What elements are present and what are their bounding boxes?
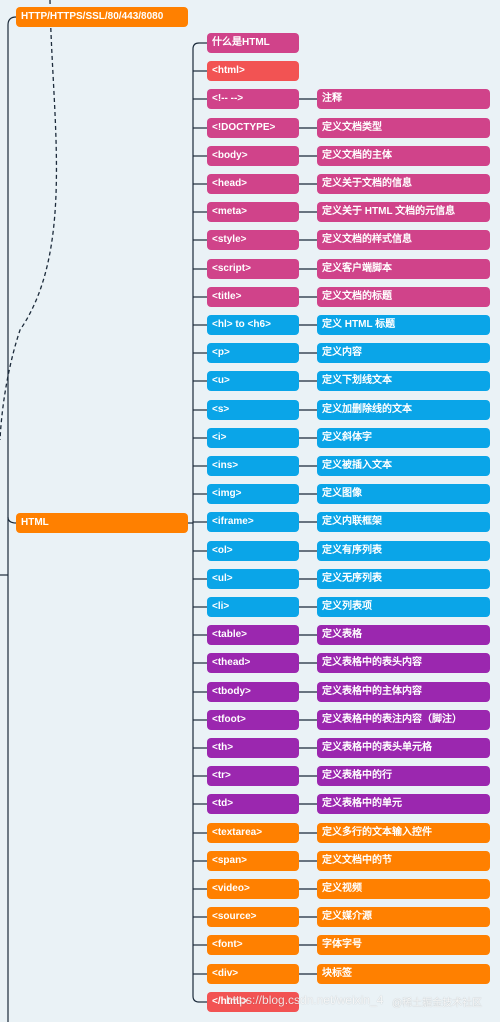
tag-node[interactable]: <img>	[207, 484, 299, 504]
desc-node[interactable]: 定义斜体字	[317, 428, 490, 448]
desc-node[interactable]: 定义图像	[317, 484, 490, 504]
trunk-bottom-curve	[192, 995, 200, 1003]
tag-node[interactable]: <title>	[207, 287, 299, 307]
desc-node[interactable]: 定义表格	[317, 625, 490, 645]
desc-node[interactable]: 定义关于文档的信息	[317, 174, 490, 194]
desc-node[interactable]: 定义表格中的表注内容（脚注）	[317, 710, 490, 730]
desc-node[interactable]: 定义文档的主体	[317, 146, 490, 166]
desc-node[interactable]: 定义文档类型	[317, 118, 490, 138]
tag-node[interactable]: <body>	[207, 146, 299, 166]
tag-node[interactable]: <td>	[207, 794, 299, 814]
tag-node[interactable]: <textarea>	[207, 823, 299, 843]
desc-node[interactable]: 定义表格中的主体内容	[317, 682, 490, 702]
desc-node[interactable]: 定义表格中的行	[317, 766, 490, 786]
tag-node[interactable]: <i>	[207, 428, 299, 448]
tag-node[interactable]: <ins>	[207, 456, 299, 476]
tag-node[interactable]: <script>	[207, 259, 299, 279]
left-trunk	[7, 16, 17, 1022]
desc-node[interactable]: 定义表格中的表头内容	[317, 653, 490, 673]
tag-node[interactable]: <div>	[207, 964, 299, 984]
desc-node[interactable]: 定义客户端脚本	[317, 259, 490, 279]
tag-node[interactable]: </html>	[207, 992, 299, 1012]
desc-node[interactable]: 定义表格中的表头单元格	[317, 738, 490, 758]
tag-node[interactable]: <thead>	[207, 653, 299, 673]
tag-node[interactable]: <video>	[207, 879, 299, 899]
desc-node[interactable]: 字体字号	[317, 935, 490, 955]
desc-node[interactable]: 定义媒介源	[317, 907, 490, 927]
tag-node[interactable]: <style>	[207, 230, 299, 250]
tag-node[interactable]: <html>	[207, 61, 299, 81]
tag-node[interactable]: <source>	[207, 907, 299, 927]
trunk-top-curve	[192, 42, 200, 50]
watermark-url: https://blog.csdn.net/weixin_4	[226, 993, 384, 1007]
desc-node[interactable]: 定义列表项	[317, 597, 490, 617]
desc-node[interactable]: 定义内联框架	[317, 512, 490, 532]
desc-node[interactable]: 定义下划线文本	[317, 371, 490, 391]
desc-node[interactable]: 定义文档的样式信息	[317, 230, 490, 250]
root-node-html[interactable]: HTML	[16, 513, 188, 533]
tag-node[interactable]: <s>	[207, 400, 299, 420]
tag-node[interactable]: <!-- -->	[207, 89, 299, 109]
tag-node[interactable]: 什么是HTML	[207, 33, 299, 53]
tag-node[interactable]: <tbody>	[207, 682, 299, 702]
desc-node[interactable]: 块标签	[317, 964, 490, 984]
desc-node[interactable]: 定义内容	[317, 343, 490, 363]
tag-node[interactable]: <th>	[207, 738, 299, 758]
tag-node[interactable]: <ul>	[207, 569, 299, 589]
html-root-branch	[7, 516, 17, 524]
tag-node[interactable]: <iframe>	[207, 512, 299, 532]
tag-node[interactable]: <!DOCTYPE>	[207, 118, 299, 138]
tag-node[interactable]: <font>	[207, 935, 299, 955]
tag-node[interactable]: <ol>	[207, 541, 299, 561]
tag-node[interactable]: <hl> to <h6>	[207, 315, 299, 335]
desc-node[interactable]: 定义表格中的单元	[317, 794, 490, 814]
desc-node[interactable]: 定义被插入文本	[317, 456, 490, 476]
desc-node[interactable]: 定义有序列表	[317, 541, 490, 561]
tag-node[interactable]: <head>	[207, 174, 299, 194]
desc-node[interactable]: 定义文档的标题	[317, 287, 490, 307]
tag-node[interactable]: <span>	[207, 851, 299, 871]
dashed-relation	[0, 0, 58, 441]
desc-node[interactable]: 定义关于 HTML 文档的元信息	[317, 202, 490, 222]
desc-node[interactable]: 定义 HTML 标题	[317, 315, 490, 335]
tag-node[interactable]: <table>	[207, 625, 299, 645]
root-node-http[interactable]: HTTP/HTTPS/SSL/80/443/8080	[16, 7, 188, 27]
desc-node[interactable]: 定义无序列表	[317, 569, 490, 589]
tag-node[interactable]: <p>	[207, 343, 299, 363]
tag-node[interactable]: <li>	[207, 597, 299, 617]
tag-node[interactable]: <meta>	[207, 202, 299, 222]
watermark-site: @稀土掘金技术社区	[392, 998, 483, 1009]
desc-node[interactable]: 注释	[317, 89, 490, 109]
desc-node[interactable]: 定义视频	[317, 879, 490, 899]
tag-node[interactable]: <u>	[207, 371, 299, 391]
desc-node[interactable]: 定义多行的文本输入控件	[317, 823, 490, 843]
desc-node[interactable]: 定义文档中的节	[317, 851, 490, 871]
tag-node[interactable]: <tr>	[207, 766, 299, 786]
desc-node[interactable]: 定义加删除线的文本	[317, 400, 490, 420]
tag-node[interactable]: <tfoot>	[207, 710, 299, 730]
